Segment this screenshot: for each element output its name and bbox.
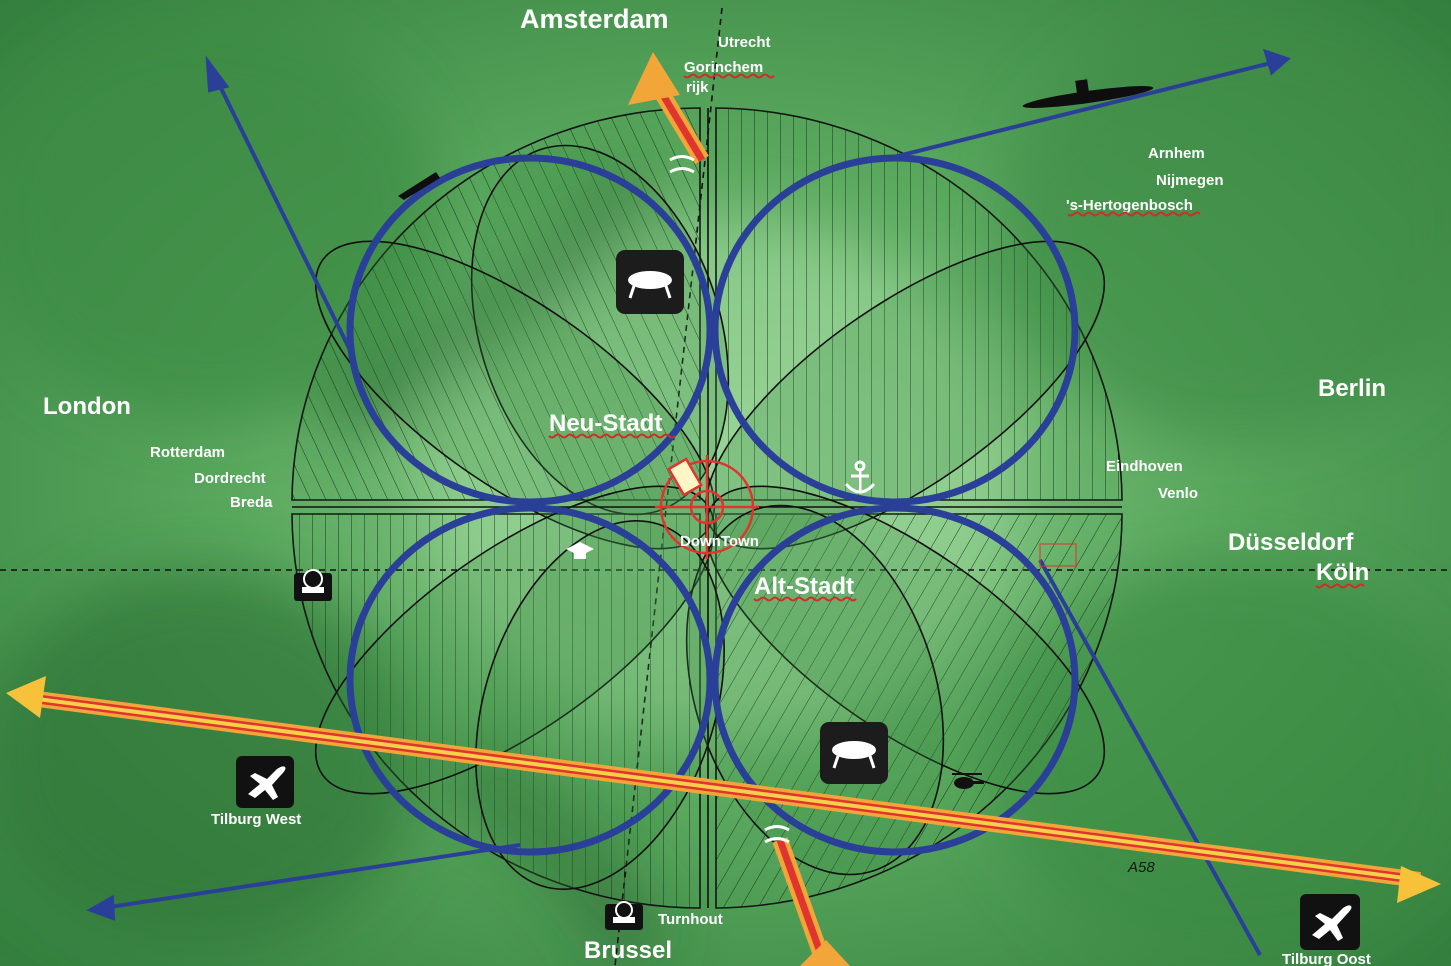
label-eindhoven: Eindhoven bbox=[1106, 458, 1183, 475]
label-tilburg-west: Tilburg West bbox=[211, 811, 301, 828]
ring-southwest bbox=[346, 504, 714, 856]
ring-southeast bbox=[711, 504, 1079, 856]
train-station-icon[interactable] bbox=[605, 901, 643, 930]
route-southwest bbox=[102, 843, 521, 910]
bridge-marks bbox=[669, 155, 790, 844]
submarine-icon[interactable] bbox=[1022, 79, 1154, 112]
ring-northwest bbox=[346, 154, 714, 506]
labels: Amsterdam Utrecht Gorinchem rijk Arnhem … bbox=[43, 4, 1386, 966]
route-southeast bbox=[1038, 559, 1262, 956]
label-arnhem: Arnhem bbox=[1148, 145, 1205, 162]
label-rotterdam: Rotterdam bbox=[150, 444, 225, 461]
helicopter-icon[interactable] bbox=[952, 773, 984, 789]
label-koln: Köln bbox=[1316, 559, 1369, 586]
label-underlines bbox=[548, 73, 1365, 602]
blue-routes bbox=[86, 48, 1291, 956]
label-turnhout: Turnhout bbox=[658, 911, 723, 928]
ufo-icon[interactable] bbox=[616, 250, 684, 314]
boat-icon[interactable] bbox=[398, 172, 440, 200]
highways bbox=[6, 52, 1441, 966]
label-hertogenbosch: 's-Hertogenbosch bbox=[1066, 197, 1193, 214]
graduation-cap-icon[interactable] bbox=[566, 542, 594, 559]
highway-north-south bbox=[628, 52, 850, 966]
label-neu-stadt: Neu-Stadt bbox=[549, 410, 662, 437]
label-nijmegen: Nijmegen bbox=[1156, 172, 1224, 189]
label-rijk: rijk bbox=[686, 79, 709, 96]
label-london: London bbox=[43, 393, 131, 420]
route-northwest bbox=[211, 71, 352, 351]
label-alt-stadt: Alt-Stadt bbox=[754, 573, 854, 600]
label-tilburg-oost: Tilburg Oost bbox=[1282, 951, 1371, 966]
label-venlo: Venlo bbox=[1158, 485, 1198, 502]
highway-a58 bbox=[6, 676, 1441, 903]
label-breda: Breda bbox=[230, 494, 273, 511]
label-brussel: Brussel bbox=[584, 937, 672, 964]
label-utrecht: Utrecht bbox=[718, 34, 771, 51]
transit-rings bbox=[346, 154, 1079, 856]
label-dusseldorf: Düsseldorf bbox=[1228, 529, 1354, 556]
label-dordrecht: Dordrecht bbox=[194, 470, 266, 487]
airplane-icon[interactable] bbox=[1300, 894, 1360, 950]
train-station-icon[interactable] bbox=[294, 569, 332, 601]
route-northeast bbox=[889, 60, 1276, 160]
ufo-icon[interactable] bbox=[820, 722, 888, 784]
anchor-icon[interactable] bbox=[844, 460, 876, 494]
label-downtown: DownTown bbox=[680, 533, 759, 550]
airplane-icon[interactable] bbox=[236, 756, 294, 808]
label-berlin: Berlin bbox=[1318, 375, 1386, 402]
label-a58: A58 bbox=[1127, 859, 1155, 876]
downtown-crosshair-icon[interactable] bbox=[655, 455, 759, 559]
label-amsterdam: Amsterdam bbox=[520, 4, 669, 34]
label-gorinchem: Gorinchem bbox=[684, 59, 763, 76]
unknown-icon bbox=[1039, 543, 1077, 567]
